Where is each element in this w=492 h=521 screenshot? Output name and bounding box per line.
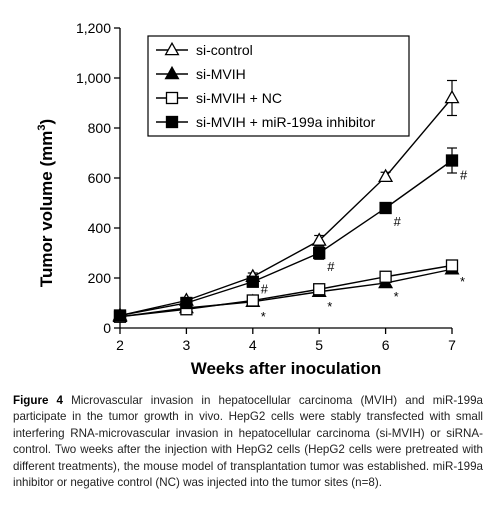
series-line <box>119 159 453 317</box>
data-point <box>444 89 460 104</box>
legend-marker <box>164 65 180 80</box>
series-3 <box>113 259 459 323</box>
series-line <box>119 264 453 318</box>
y-tick-label: 600 <box>88 170 112 186</box>
significance-mark: # <box>327 259 335 274</box>
y-tick-label: 1,000 <box>76 70 111 86</box>
series-2 <box>112 261 460 323</box>
significance-mark: * <box>261 309 266 324</box>
data-point <box>311 232 327 246</box>
chart-series <box>112 79 460 323</box>
significance-mark: # <box>261 281 269 296</box>
legend-marker <box>165 91 179 105</box>
significance-mark: * <box>460 274 465 289</box>
tumor-volume-chart: 0 200 400 600 800 1,000 1,200 2 3 4 5 6 7 # # # # * * * * s… <box>36 20 468 378</box>
series-line <box>119 97 453 317</box>
x-tick-label: 3 <box>183 337 191 353</box>
data-point <box>378 168 394 183</box>
x-tick-label: 4 <box>249 337 257 353</box>
series-line <box>119 268 453 318</box>
x-axis-label: Weeks after inoculation <box>191 359 382 378</box>
data-point <box>180 296 193 310</box>
data-point <box>379 201 392 215</box>
chart-annotations: # # # # * * * * <box>261 168 468 324</box>
data-point <box>113 309 127 322</box>
x-tick-label: 2 <box>116 337 124 353</box>
legend-entry: si-MVIH <box>196 66 246 82</box>
figure-caption-text: Microvascular invasion in hepatocellular… <box>13 394 483 490</box>
figure-caption-label: Figure 4 <box>13 394 63 407</box>
data-point <box>313 283 326 296</box>
y-tick-label: 400 <box>88 220 112 236</box>
data-point <box>313 246 326 260</box>
legend-box <box>147 35 410 137</box>
y-axis-label: Tumor volume (mm3) <box>36 119 56 287</box>
legend-entry: si-control <box>196 42 253 58</box>
y-tick-label: 0 <box>103 320 111 336</box>
significance-mark: # <box>394 214 402 229</box>
x-tick-label: 7 <box>448 337 456 353</box>
data-point <box>246 294 259 307</box>
legend-marker <box>165 115 179 129</box>
x-tick-label: 5 <box>315 337 323 353</box>
x-tick-label: 6 <box>382 337 390 353</box>
legend-entry: si-MVIH + miR-199a inhibitor <box>196 114 376 130</box>
significance-mark: # <box>460 168 468 183</box>
data-point <box>379 270 392 283</box>
significance-mark: * <box>394 289 399 304</box>
y-tick-label: 800 <box>88 120 112 136</box>
data-point <box>246 275 259 288</box>
figure-caption: Figure 4 Microvascular invasion in hepat… <box>13 393 483 491</box>
y-tick-label: 200 <box>88 270 112 286</box>
data-point <box>445 259 459 272</box>
legend-marker <box>164 41 180 56</box>
chart-legend: si-control si-MVIH si-MVIH + NC si-MVIH + m… <box>147 35 410 137</box>
legend-entry: si-MVIH + NC <box>196 90 282 106</box>
y-tick-label: 1,200 <box>76 20 111 36</box>
series-4 <box>113 147 459 322</box>
data-point <box>445 154 459 167</box>
significance-mark: * <box>327 299 332 314</box>
chart-axes: 0 200 400 600 800 1,000 1,200 2 3 4 5 6 7 <box>76 20 456 353</box>
